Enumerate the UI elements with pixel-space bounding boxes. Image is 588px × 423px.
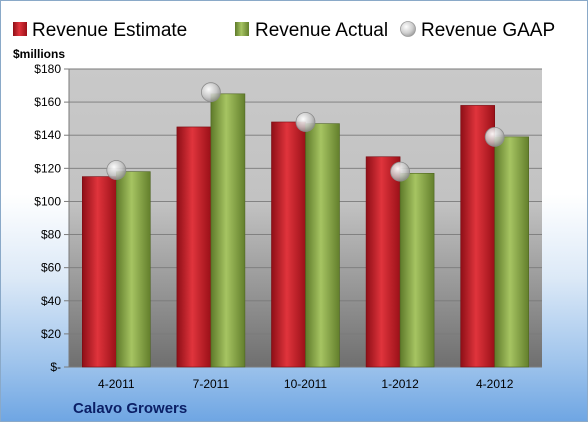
legend-label-revenue-actual: Revenue Actual [255, 20, 388, 41]
marker-revenue-gaap [390, 161, 411, 182]
legend: Revenue Estimate Revenue Actual Revenue … [13, 20, 555, 41]
bar-revenue-actual [399, 173, 435, 368]
legend-item-revenue-gaap: Revenue GAAP [400, 20, 555, 41]
y-tick-label: $160 [34, 95, 61, 109]
bar-revenue-estimate [176, 126, 212, 368]
bar-revenue-estimate [460, 105, 496, 368]
marker-revenue-gaap [200, 82, 221, 103]
y-axis-unit-label: $millions [13, 47, 65, 61]
y-tick-label: $20 [41, 327, 61, 341]
bar-revenue-actual [305, 123, 340, 368]
bar-revenue-actual [116, 171, 151, 368]
legend-swatch-revenue-estimate [13, 22, 27, 36]
y-tick-label: $80 [41, 228, 61, 242]
marker-revenue-gaap [484, 126, 505, 147]
x-tick-label: 4-2012 [476, 377, 514, 391]
bar-revenue-estimate [365, 156, 401, 368]
bar-revenue-actual [494, 136, 530, 368]
legend-swatch-revenue-actual [235, 22, 249, 36]
y-tick-label: $140 [34, 128, 61, 142]
marker-revenue-gaap [295, 112, 316, 132]
legend-item-revenue-estimate: Revenue Estimate [13, 20, 187, 41]
bar-revenue-estimate [82, 176, 117, 368]
x-tick-label: 4-2011 [98, 377, 135, 391]
legend-swatch-revenue-gaap [400, 21, 416, 37]
chart-title: Calavo Growers [73, 400, 187, 417]
legend-label-revenue-estimate: Revenue Estimate [32, 20, 187, 41]
y-tick-label: $100 [34, 194, 61, 208]
legend-label-revenue-gaap: Revenue GAAP [421, 20, 555, 41]
y-tick-label: $120 [34, 161, 61, 175]
marker-revenue-gaap [106, 160, 127, 180]
plot-area: $- $20 $40 $60 $80 $100 $120 $140 $160 $180 4-2011… [34, 62, 542, 391]
x-tick-label: 10-2011 [284, 377, 327, 391]
x-tick-label: 7-2011 [193, 377, 230, 391]
legend-item-revenue-actual: Revenue Actual [235, 20, 388, 41]
bar-revenue-actual [210, 93, 246, 368]
y-tick-label: $40 [41, 294, 61, 308]
y-tick-label: $60 [41, 261, 61, 275]
y-tick-label: $180 [34, 62, 61, 76]
y-tick-label: $- [50, 360, 61, 374]
x-tick-label: 1-2012 [381, 377, 419, 391]
bar-revenue-estimate [271, 121, 306, 368]
